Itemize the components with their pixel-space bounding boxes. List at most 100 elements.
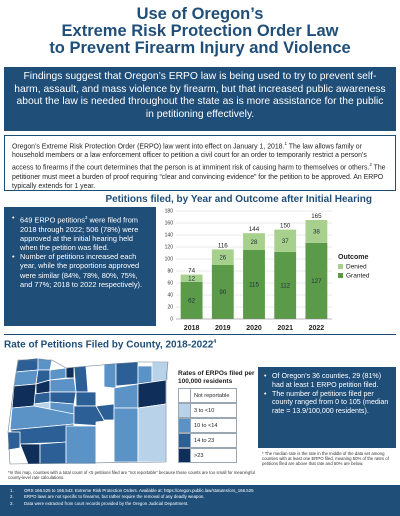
bar-value-label: 28 [251,239,258,246]
x-tick-label: 2021 [277,325,293,332]
bar-granted [274,251,297,319]
bar-denied [305,220,328,243]
county-hood-river [65,366,75,379]
county-multnomah [49,367,67,381]
county-wheeler [95,385,115,407]
bar-granted [243,250,265,319]
state-outline [7,359,169,465]
bar-value-label: 115 [249,282,259,289]
page-title: Use of Oregon’s Extreme Risk Protection … [0,6,400,57]
bar-total-label: 144 [249,226,260,233]
bar-total-label: 116 [218,242,228,249]
footnote-ref-1: 1 [284,141,287,146]
legend-swatch [178,433,191,448]
map-title-text: Rate of Petitions Filed by County, 2018-… [4,339,214,351]
petitions-summary-box: 649 ERPO petitions3 were filed from 2018… [4,207,156,326]
county-grant [113,383,139,409]
y-tick-label: 100 [165,257,174,263]
y-tick-label: 60 [167,281,173,287]
legend-item-over-23: >23 [178,448,258,463]
bar-value-label: 37 [282,238,289,245]
x-tick-label: 2019 [215,325,231,332]
bar-denied [180,274,203,282]
county-wallowa [151,361,169,383]
legend-item-10-to-14: 10 to <14 [178,418,258,433]
legend-item-14-to-23: 14 to 23 [178,433,258,448]
petitions-bullet-1-text-b: were filed from 2018 through 2022; 506 (… [20,215,139,253]
intro-paragraph: Oregon’s Extreme Risk Protection Order (… [4,135,396,191]
bar-granted [180,281,203,319]
oregon-county-map [7,357,169,465]
footer-note-text: ORS 166.525 to 166.543. Extreme Risk Pro… [24,488,254,493]
legend-item-not-reportable: Not reportable [178,388,258,403]
footer-note-2: 2. ERPO laws are not specific to firearms… [10,494,390,500]
legend-swatch [178,388,191,403]
legend-label: 10 to <14 [191,418,237,433]
county-gilliam [95,363,105,387]
title-line-2: Extreme Risk Protection Order Law [61,22,339,40]
intro-text-3: The petitioner must meet a burden of pro… [12,164,386,190]
bar-total-label: 74 [188,268,195,275]
bar-total-label: 165 [311,213,322,220]
bar-value-label: 62 [188,298,195,305]
section-divider [4,334,396,335]
county-jefferson [75,391,97,407]
footer-note-number: 1. [10,488,14,493]
map-bullet-2: The number of petitions filed per county… [264,390,391,416]
bar-granted [305,242,328,319]
county-umatilla [115,361,139,387]
footnote-ref-2: 2 [369,162,372,168]
title-line-3: to Prevent Firearm Injury and Violence [49,39,351,57]
y-tick-label: 40 [167,293,173,299]
county-klamath [65,425,97,465]
map-summary-box: Of Oregon’s 36 counties, 29 (81%) had at… [258,367,396,448]
legend-title: Outcome [338,254,368,261]
county-clackamas [49,377,77,393]
median-footnote: * The median rate is the rate in the mid… [262,451,389,467]
county-lake [95,419,115,465]
legend-label-denied: Denied [346,264,367,271]
legend-label: 14 to 23 [191,433,237,448]
y-tick-label: 120 [165,245,174,251]
legend-swatch [178,448,191,463]
y-tick-label: 140 [165,233,174,239]
legend-label: 3 to <10 [191,403,237,418]
legend-item-3-to-10: 3 to <10 [178,403,258,418]
footer-note-1: 1. ORS 166.525 to 166.543. Extreme Risk P… [10,488,390,494]
county-morrow [103,362,117,389]
bar-total-label: 150 [280,223,291,230]
footer-note-3: 3. Data were extracted from court records… [10,501,390,507]
footer-note-text: Data were extracted from court records p… [24,500,189,506]
legend-swatch-granted [338,273,343,278]
petitions-bullet-1-text-a: 649 ERPO petitions [20,215,85,225]
county-wasco [73,365,89,393]
bar-value-label: 38 [313,229,320,236]
y-tick-label: 180 [165,209,174,215]
petitions-bullet-2: Number of petitions increased each year,… [12,252,150,289]
bar-denied [274,229,297,252]
bar-denied [243,233,265,250]
footnote-ref-3: 3 [84,215,88,220]
x-tick-label: 2022 [309,325,325,332]
map-title: Rate of Petitions Filed by County, 2018-… [4,339,216,350]
y-tick-label: 0 [170,317,173,323]
x-tick-label: 2020 [246,325,262,332]
x-tick-label: 2018 [184,325,200,332]
title-line-1: Use of Oregon’s [136,5,264,23]
petitions-bullet-1: 649 ERPO petitions3 were filed from 2018… [12,213,150,252]
footer-note-text: ERPO laws are not specific to firearms, … [24,494,205,500]
legend-swatch [178,418,191,433]
chart-title: Petitions filed, by Year and Outcome aft… [105,194,372,205]
footnote-ref-4: 4 [213,339,217,345]
county-lincoln [11,383,37,409]
county-coos [7,431,21,451]
bar-value-label: 26 [219,254,226,261]
county-baker [137,379,167,409]
county-jackson [39,441,67,465]
footer-notes: 1. ORS 166.525 to 166.543. Extreme Risk P… [0,485,400,516]
intro-text-1: Oregon’s Extreme Risk Protection Order (… [12,143,285,151]
footer-note-number: 3. [10,500,14,506]
map-bullet-1: Of Oregon’s 36 counties, 29 (81%) had at… [264,372,391,390]
findings-banner: Findings suggest that Oregon’s ERPO law … [4,67,396,131]
